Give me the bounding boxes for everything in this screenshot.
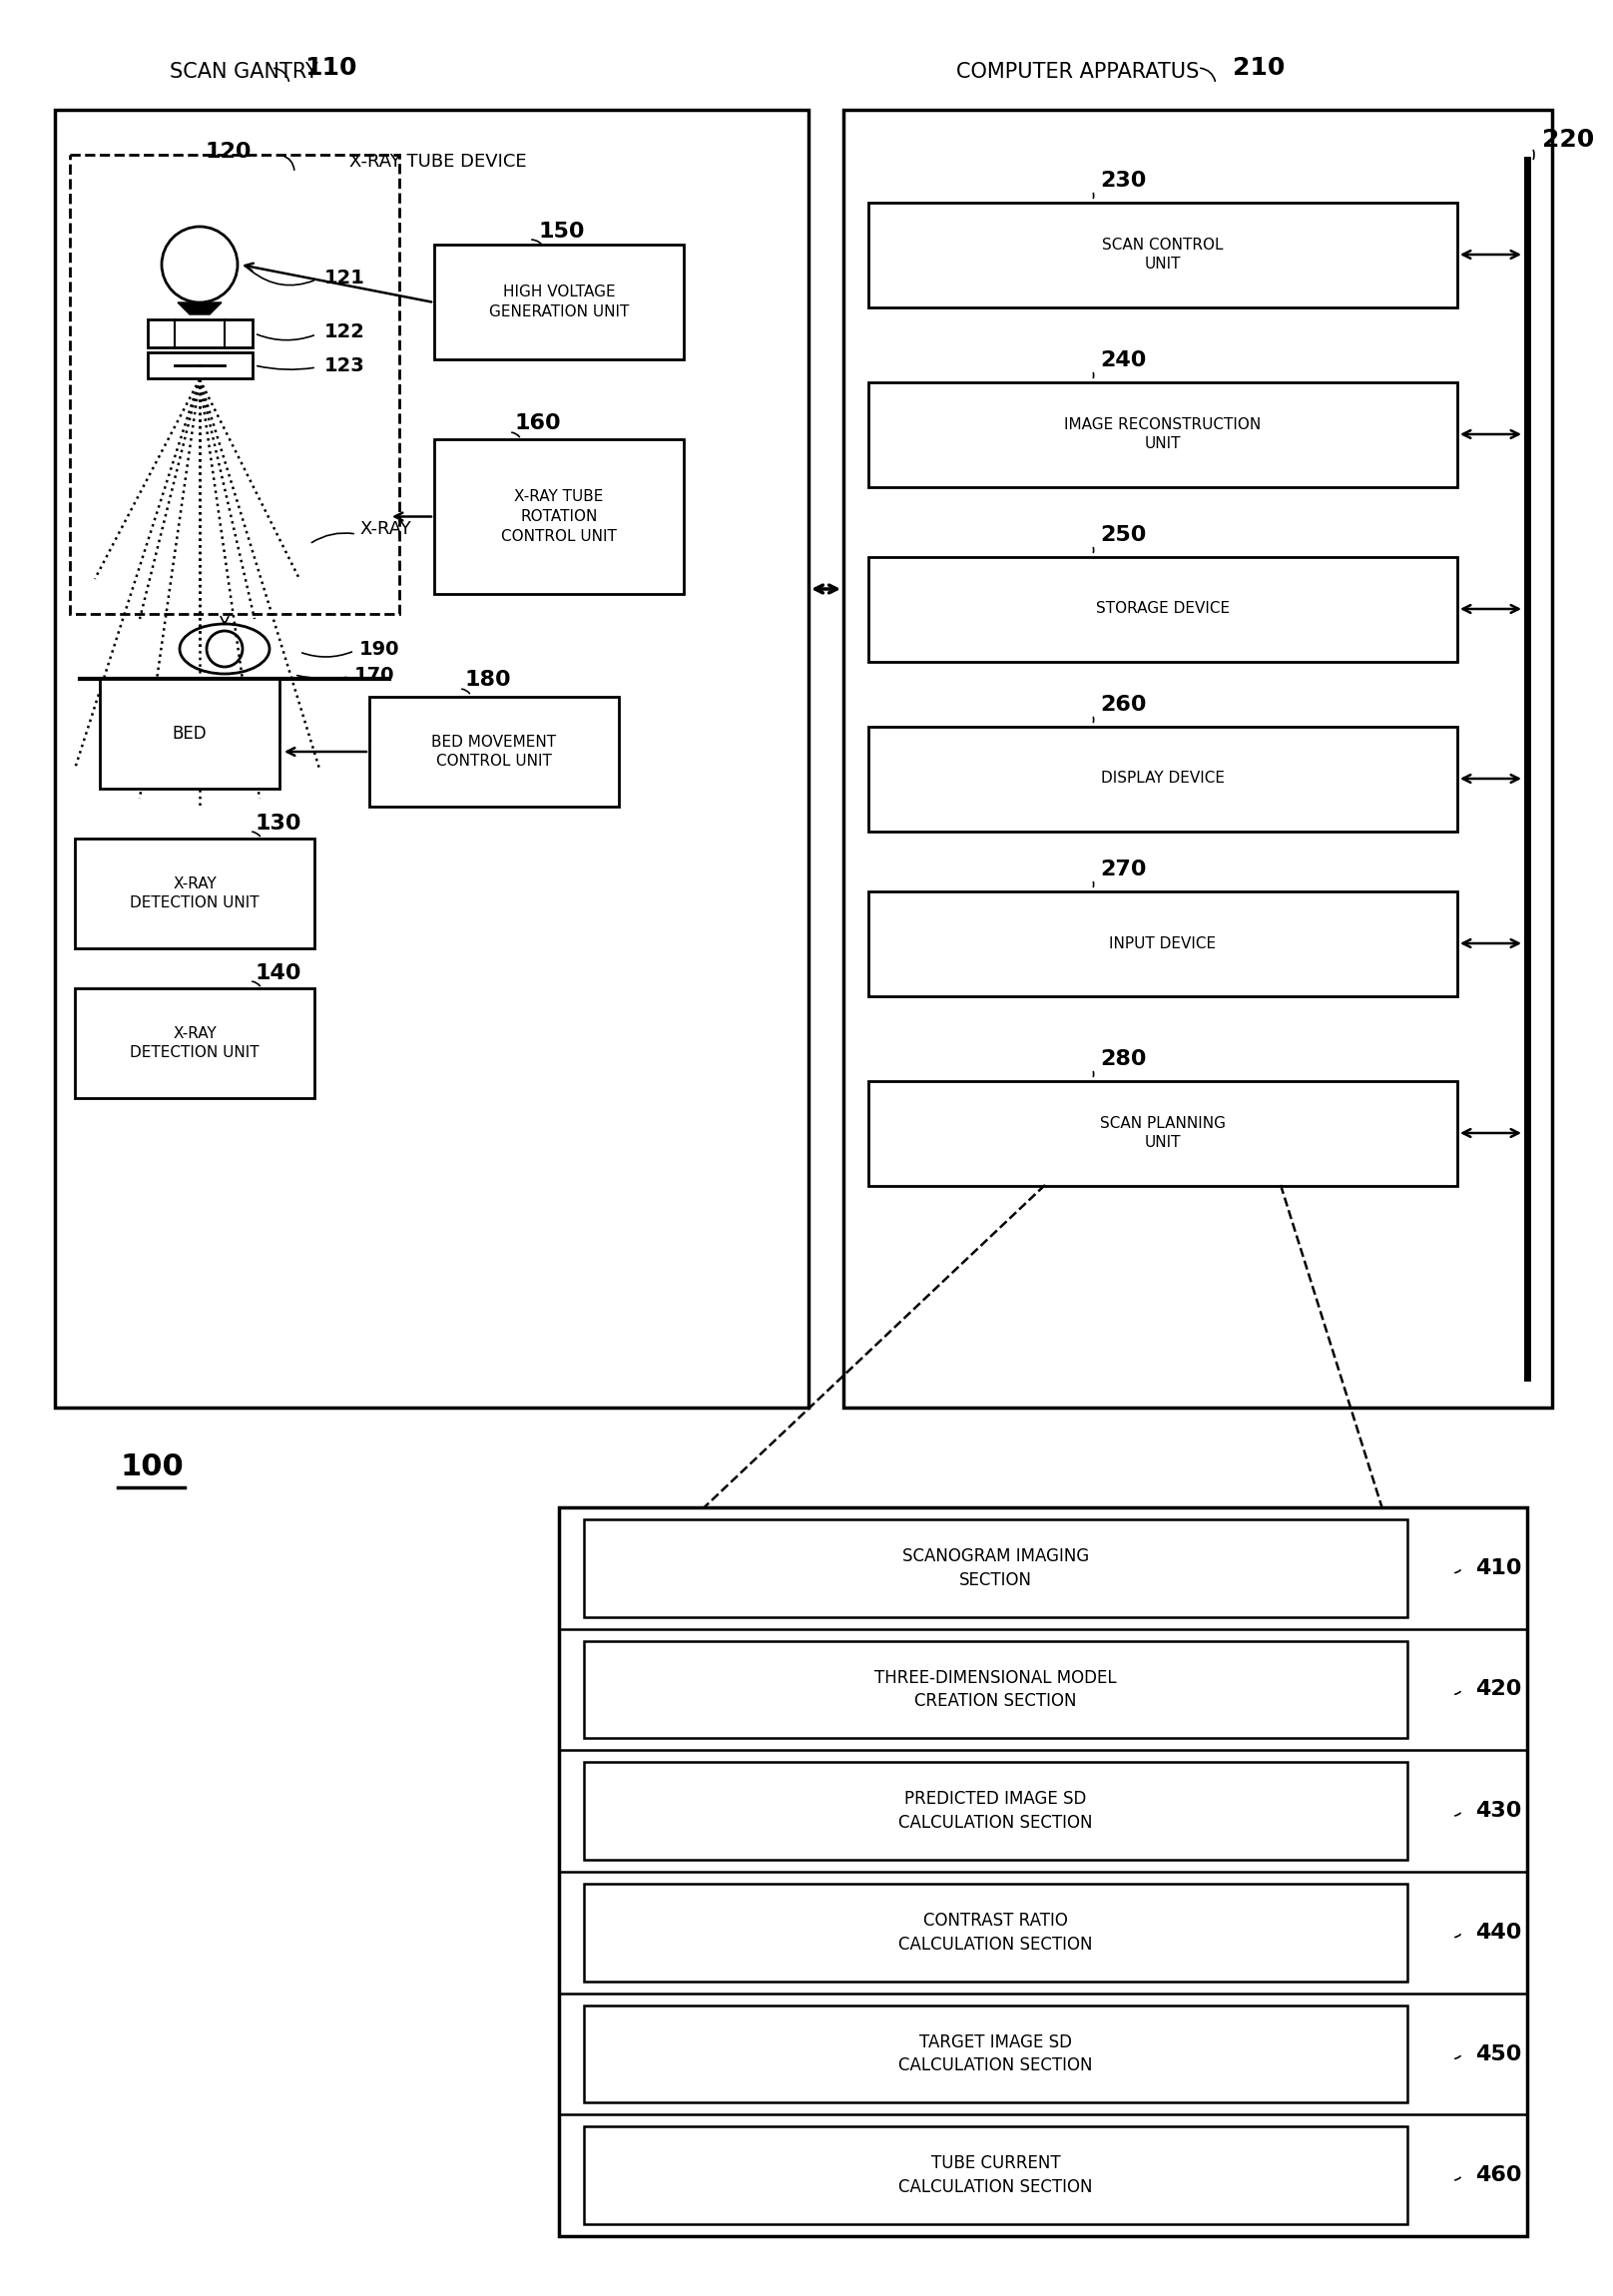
Bar [868, 891, 1457, 996]
Bar [868, 383, 1457, 487]
Text: 100: 100 [119, 1453, 184, 1481]
FancyArrowPatch shape [297, 675, 347, 680]
Text: BED: BED [173, 726, 206, 742]
Text: X-RAY
DETECTION UNIT: X-RAY DETECTION UNIT [131, 1026, 260, 1061]
FancyArrowPatch shape [1455, 1936, 1460, 1938]
Bar [148, 319, 253, 347]
FancyArrowPatch shape [282, 156, 294, 170]
Bar [584, 2126, 1408, 2225]
Text: TUBE CURRENT
CALCULATION SECTION: TUBE CURRENT CALCULATION SECTION [898, 2154, 1092, 2197]
FancyArrowPatch shape [511, 432, 519, 436]
Text: 170: 170 [355, 666, 395, 684]
Bar [369, 696, 619, 806]
Text: DISPLAY DEVICE: DISPLAY DEVICE [1102, 771, 1224, 785]
Text: 240: 240 [1100, 351, 1147, 370]
FancyArrowPatch shape [532, 239, 542, 246]
Text: COMPUTER APPARATUS: COMPUTER APPARATUS [957, 62, 1198, 83]
Text: X-RAY
DETECTION UNIT: X-RAY DETECTION UNIT [131, 877, 260, 912]
FancyArrowPatch shape [256, 365, 313, 370]
Text: SCAN GANTRY: SCAN GANTRY [169, 62, 318, 83]
Text: 270: 270 [1100, 859, 1147, 879]
FancyArrowPatch shape [274, 69, 289, 80]
FancyArrowPatch shape [1200, 69, 1215, 80]
FancyArrowPatch shape [1455, 2177, 1460, 2181]
Bar [74, 838, 315, 948]
Text: SCAN CONTROL
UNIT: SCAN CONTROL UNIT [1102, 236, 1224, 271]
Text: X-RAY TUBE
ROTATION
CONTROL UNIT: X-RAY TUBE ROTATION CONTROL UNIT [502, 489, 616, 544]
Text: BED MOVEMENT
CONTROL UNIT: BED MOVEMENT CONTROL UNIT [432, 735, 556, 769]
Text: SCAN PLANNING
UNIT: SCAN PLANNING UNIT [1100, 1116, 1226, 1150]
Text: THREE-DIMENSIONAL MODEL
CREATION SECTION: THREE-DIMENSIONAL MODEL CREATION SECTION [874, 1669, 1116, 1711]
Bar [844, 110, 1552, 1407]
Bar [560, 1508, 1528, 2236]
Bar [584, 1520, 1408, 1616]
Polygon shape [177, 303, 221, 315]
Bar [434, 246, 684, 360]
FancyArrowPatch shape [1455, 1692, 1460, 1694]
FancyArrowPatch shape [1455, 1570, 1460, 1573]
Text: 260: 260 [1100, 696, 1147, 714]
Text: HIGH VOLTAGE
GENERATION UNIT: HIGH VOLTAGE GENERATION UNIT [489, 285, 629, 319]
Bar [584, 2004, 1408, 2103]
Text: 190: 190 [360, 638, 400, 659]
Text: 150: 150 [539, 223, 586, 241]
Text: 250: 250 [1100, 526, 1147, 544]
Text: 121: 121 [324, 269, 365, 287]
Bar [74, 987, 315, 1097]
Text: 280: 280 [1100, 1049, 1147, 1070]
Text: 160: 160 [515, 413, 561, 434]
Bar [148, 351, 253, 379]
Text: STORAGE DEVICE: STORAGE DEVICE [1095, 602, 1229, 615]
Bar [584, 1642, 1408, 1738]
Text: 180: 180 [465, 670, 511, 689]
Text: 410: 410 [1476, 1559, 1521, 1577]
Bar [100, 680, 279, 788]
Text: 110: 110 [305, 55, 356, 80]
Text: 460: 460 [1476, 2165, 1521, 2186]
Text: 420: 420 [1476, 1681, 1521, 1699]
Text: 123: 123 [324, 356, 365, 374]
Bar [868, 1081, 1457, 1187]
FancyArrowPatch shape [461, 689, 469, 693]
Bar [868, 558, 1457, 661]
Text: 130: 130 [255, 813, 302, 833]
Bar [55, 110, 808, 1407]
Text: PREDICTED IMAGE SD
CALCULATION SECTION: PREDICTED IMAGE SD CALCULATION SECTION [898, 1791, 1092, 1832]
FancyArrowPatch shape [256, 335, 315, 340]
FancyArrowPatch shape [252, 980, 260, 985]
Text: 120: 120 [205, 142, 252, 161]
FancyArrowPatch shape [252, 831, 260, 836]
Text: 440: 440 [1476, 1922, 1521, 1942]
Bar [584, 1763, 1408, 1860]
Text: 122: 122 [324, 324, 365, 342]
FancyArrowPatch shape [1455, 1814, 1460, 1816]
Text: 430: 430 [1476, 1800, 1521, 1821]
Bar [434, 439, 684, 595]
Text: 140: 140 [255, 964, 302, 983]
Bar [69, 154, 400, 613]
Text: TARGET IMAGE SD
CALCULATION SECTION: TARGET IMAGE SD CALCULATION SECTION [898, 2034, 1092, 2076]
Text: 210: 210 [1232, 55, 1286, 80]
Text: 220: 220 [1542, 129, 1594, 152]
FancyArrowPatch shape [1455, 2055, 1460, 2060]
Text: 230: 230 [1100, 170, 1147, 191]
Bar [868, 728, 1457, 831]
Text: CONTRAST RATIO
CALCULATION SECTION: CONTRAST RATIO CALCULATION SECTION [898, 1913, 1092, 1954]
FancyArrowPatch shape [311, 533, 353, 542]
Bar [868, 202, 1457, 308]
Text: IMAGE RECONSTRUCTION
UNIT: IMAGE RECONSTRUCTION UNIT [1065, 418, 1261, 452]
Text: 450: 450 [1476, 2043, 1521, 2064]
Bar [584, 1883, 1408, 1981]
Text: X-RAY: X-RAY [360, 521, 411, 537]
Text: INPUT DEVICE: INPUT DEVICE [1110, 937, 1216, 951]
FancyArrowPatch shape [252, 271, 315, 285]
FancyArrowPatch shape [302, 652, 352, 657]
Text: SCANOGRAM IMAGING
SECTION: SCANOGRAM IMAGING SECTION [902, 1548, 1089, 1589]
Text: X-RAY TUBE DEVICE: X-RAY TUBE DEVICE [350, 154, 527, 170]
